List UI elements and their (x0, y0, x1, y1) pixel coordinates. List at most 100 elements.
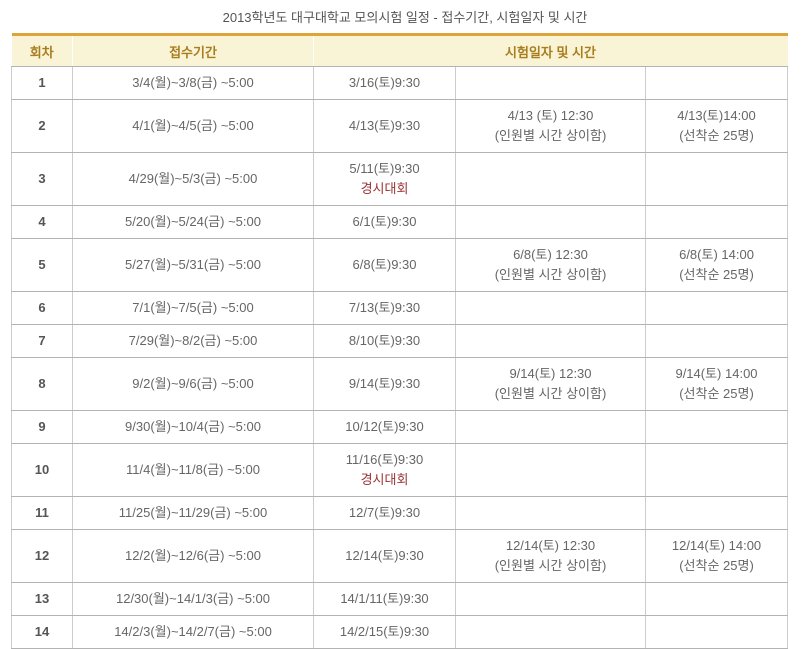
cell-text: 6/1(토)9:30 (352, 214, 417, 229)
exam-1230-cell (455, 205, 646, 239)
cell-text: (선착순 25명) (679, 558, 754, 573)
exam-1230-cell (455, 615, 646, 649)
cell-text: 4/13(토)14:00 (677, 108, 756, 123)
exam-1400-cell (645, 324, 789, 358)
exam-930-cell: 3/16(토)9:30 (313, 66, 456, 100)
exam-1230-cell (455, 443, 646, 497)
cell-text: 12/14(토) 12:30 (505, 538, 596, 553)
period-cell: 12/30(월)~14/1/3(금) ~5:00 (72, 582, 314, 616)
cell-text: 2 (38, 118, 46, 133)
table-row: 6 7/1(월)~7/5(금) ~5:00 7/13(토)9:30 (11, 291, 789, 325)
cell-text: 12/14(토) 14:00 (671, 538, 762, 553)
period-cell: 12/2(월)~12/6(금) ~5:00 (72, 529, 314, 583)
table-row: 12 12/2(월)~12/6(금) ~5:00 12/14(토)9:30 12/14… (11, 529, 789, 583)
round-cell: 11 (11, 496, 73, 530)
period-cell: 5/20(월)~5/24(금) ~5:00 (72, 205, 314, 239)
schedule-table: 회차 접수기간 시험일자 및 시간 1 3/4(월)~3/8(금) ~5:00 3/… (11, 33, 789, 649)
cell-text: 7/13(토)9:30 (348, 300, 421, 315)
exam-1230-cell (455, 66, 646, 100)
period-cell: 7/29(월)~8/2(금) ~5:00 (72, 324, 314, 358)
cell-text: (선착순 25명) (679, 267, 754, 282)
contest-label: 경시대회 (360, 181, 409, 196)
round-cell: 2 (11, 99, 73, 153)
cell-text: 4 (38, 214, 46, 229)
round-cell: 1 (11, 66, 73, 100)
exam-930-cell: 10/12(토)9:30 (313, 410, 456, 444)
cell-text: 5/20(월)~5/24(금) ~5:00 (125, 214, 261, 229)
cell-text: 12/14(토)9:30 (345, 548, 424, 563)
contest-label: 경시대회 (360, 472, 409, 487)
exam-1230-cell (455, 496, 646, 530)
period-cell: 7/1(월)~7/5(금) ~5:00 (72, 291, 314, 325)
exam-1400-cell (645, 496, 789, 530)
period-cell: 9/2(월)~9/6(금) ~5:00 (72, 357, 314, 411)
exam-1400-cell (645, 410, 789, 444)
cell-text: 4/29(월)~5/3(금) ~5:00 (128, 171, 258, 186)
period-cell: 3/4(월)~3/8(금) ~5:00 (72, 66, 314, 100)
cell-text: (인원별 시간 상이함) (494, 386, 607, 401)
cell-text: 14/2/15(토)9:30 (339, 624, 430, 639)
exam-1400-cell (645, 582, 789, 616)
cell-text: 10 (34, 462, 50, 477)
cell-text: 5/11(토)9:30 (349, 161, 420, 176)
cell-text: 12/7(토)9:30 (348, 505, 421, 520)
exam-1400-cell: 6/8(토) 14:00 (선착순 25명) (645, 238, 789, 292)
round-cell: 13 (11, 582, 73, 616)
round-cell: 14 (11, 615, 73, 649)
cell-text: 10/12(토)9:30 (345, 419, 424, 434)
header-round: 회차 (11, 33, 73, 67)
cell-text: 11 (35, 505, 49, 520)
exam-930-cell: 14/2/15(토)9:30 (313, 615, 456, 649)
cell-text: 9/14(토) 12:30 (509, 366, 592, 381)
exam-1230-cell (455, 582, 646, 616)
exam-1230-cell (455, 291, 646, 325)
table-row: 1 3/4(월)~3/8(금) ~5:00 3/16(토)9:30 (11, 66, 789, 100)
cell-text: 9/14(토)9:30 (348, 376, 421, 391)
cell-text: 3/4(월)~3/8(금) ~5:00 (132, 75, 254, 90)
period-cell: 9/30(월)~10/4(금) ~5:00 (72, 410, 314, 444)
table-row: 14 14/2/3(월)~14/2/7(금) ~5:00 14/2/15(토)9:3… (11, 615, 789, 649)
cell-text: 9/2(월)~9/6(금) ~5:00 (132, 376, 254, 391)
cell-text: 6 (38, 300, 46, 315)
cell-text: 14 (34, 624, 50, 639)
table-row: 2 4/1(월)~4/5(금) ~5:00 4/13(토)9:30 4/13 (토) … (11, 99, 789, 153)
round-cell: 10 (11, 443, 73, 497)
header-period: 접수기간 (72, 33, 314, 67)
cell-text: 12/30(월)~14/1/3(금) ~5:00 (115, 591, 270, 606)
table-row: 7 7/29(월)~8/2(금) ~5:00 8/10(토)9:30 (11, 324, 789, 358)
cell-text: 7/29(월)~8/2(금) ~5:00 (128, 333, 258, 348)
cell-text: 3/16(토)9:30 (348, 75, 421, 90)
cell-text: 7/1(월)~7/5(금) ~5:00 (132, 300, 254, 315)
exam-930-cell: 9/14(토)9:30 (313, 357, 456, 411)
cell-text: 13 (34, 591, 50, 606)
cell-text: 6/8(토) 14:00 (679, 247, 754, 262)
period-cell: 5/27(월)~5/31(금) ~5:00 (72, 238, 314, 292)
exam-1400-cell (645, 205, 789, 239)
table-row: 11 11/25(월)~11/29(금) ~5:00 12/7(토)9:30 (11, 496, 789, 530)
period-cell: 11/25(월)~11/29(금) ~5:00 (72, 496, 314, 530)
cell-text: 1 (38, 75, 46, 90)
table-row: 10 11/4(월)~11/8(금) ~5:00 11/16(토)9:30 경시대회 (11, 443, 789, 497)
exam-930-cell: 6/1(토)9:30 (313, 205, 456, 239)
exam-1400-cell (645, 66, 789, 100)
cell-text: 4/1(월)~4/5(금) ~5:00 (132, 118, 254, 133)
cell-text: 11/4(월)~11/8(금) ~5:00 (125, 462, 260, 477)
cell-text: (인원별 시간 상이함) (494, 267, 607, 282)
exam-930-cell: 12/7(토)9:30 (313, 496, 456, 530)
table-header: 회차 접수기간 시험일자 및 시간 (11, 33, 789, 67)
table-row: 4 5/20(월)~5/24(금) ~5:00 6/1(토)9:30 (11, 205, 789, 239)
cell-text: 9/14(토) 14:00 (675, 366, 758, 381)
cell-text: 11/25(월)~11/29(금) ~5:00 (118, 505, 268, 520)
cell-text: 3 (38, 171, 46, 186)
cell-text: 4/13(토)9:30 (348, 118, 421, 133)
cell-text: 14/2/3(월)~14/2/7(금) ~5:00 (114, 624, 272, 639)
cell-text: 14/1/11(토)9:30 (340, 591, 429, 606)
table-row: 5 5/27(월)~5/31(금) ~5:00 6/8(토)9:30 6/8(토) 1… (11, 238, 789, 292)
exam-930-cell: 7/13(토)9:30 (313, 291, 456, 325)
round-cell: 12 (11, 529, 73, 583)
period-cell: 4/29(월)~5/3(금) ~5:00 (72, 152, 314, 206)
exam-1400-cell (645, 152, 789, 206)
period-cell: 4/1(월)~4/5(금) ~5:00 (72, 99, 314, 153)
schedule-table-body: 1 3/4(월)~3/8(금) ~5:00 3/16(토)9:30 2 4/1(월)~4… (11, 66, 789, 649)
